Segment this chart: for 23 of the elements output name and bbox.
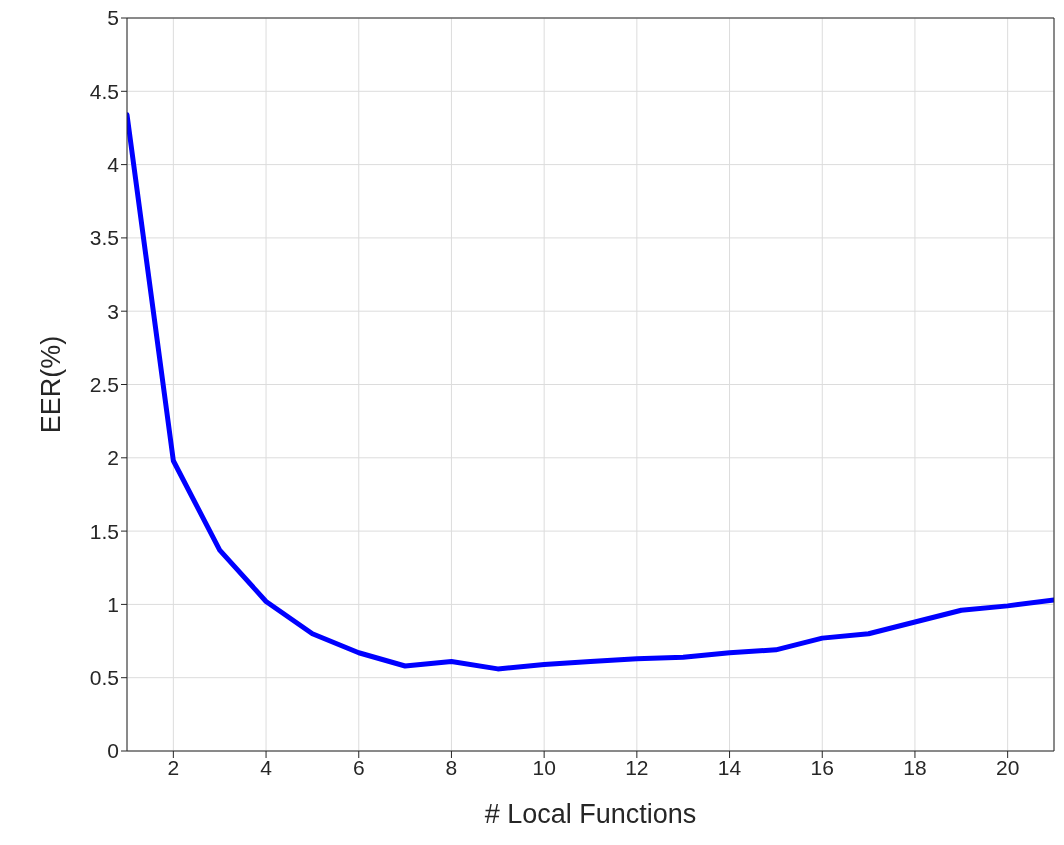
y-tick-label: 3 xyxy=(107,299,119,323)
y-tick-label: 0.5 xyxy=(89,666,119,690)
x-tick-label: 16 xyxy=(810,755,834,779)
y-tick-label: 4.5 xyxy=(89,79,119,103)
x-tick-label: 20 xyxy=(995,755,1020,779)
y-tick-label: 0 xyxy=(107,739,119,763)
y-tick-label: 1.5 xyxy=(89,519,119,543)
x-tick-label: 10 xyxy=(532,755,556,779)
x-axis-title: # Local Functions xyxy=(484,799,697,829)
y-tick-label: 2 xyxy=(107,446,119,470)
y-tick-label: 3.5 xyxy=(89,226,119,250)
y-tick-label: 4 xyxy=(107,153,120,177)
y-tick-label: 5 xyxy=(107,6,119,30)
x-tick-label: 6 xyxy=(352,755,365,779)
x-tick-label: 8 xyxy=(445,755,458,779)
x-tick-label: 12 xyxy=(625,755,649,779)
x-tick-label: 4 xyxy=(260,755,273,779)
y-axis-title: EER(%) xyxy=(35,335,66,434)
y-tick-label: 1 xyxy=(107,592,119,616)
y-tick-label: 2.5 xyxy=(89,372,119,396)
x-tick-label: 2 xyxy=(167,755,180,779)
x-tick-label: 18 xyxy=(903,755,927,779)
x-tick-label: 14 xyxy=(717,755,742,779)
